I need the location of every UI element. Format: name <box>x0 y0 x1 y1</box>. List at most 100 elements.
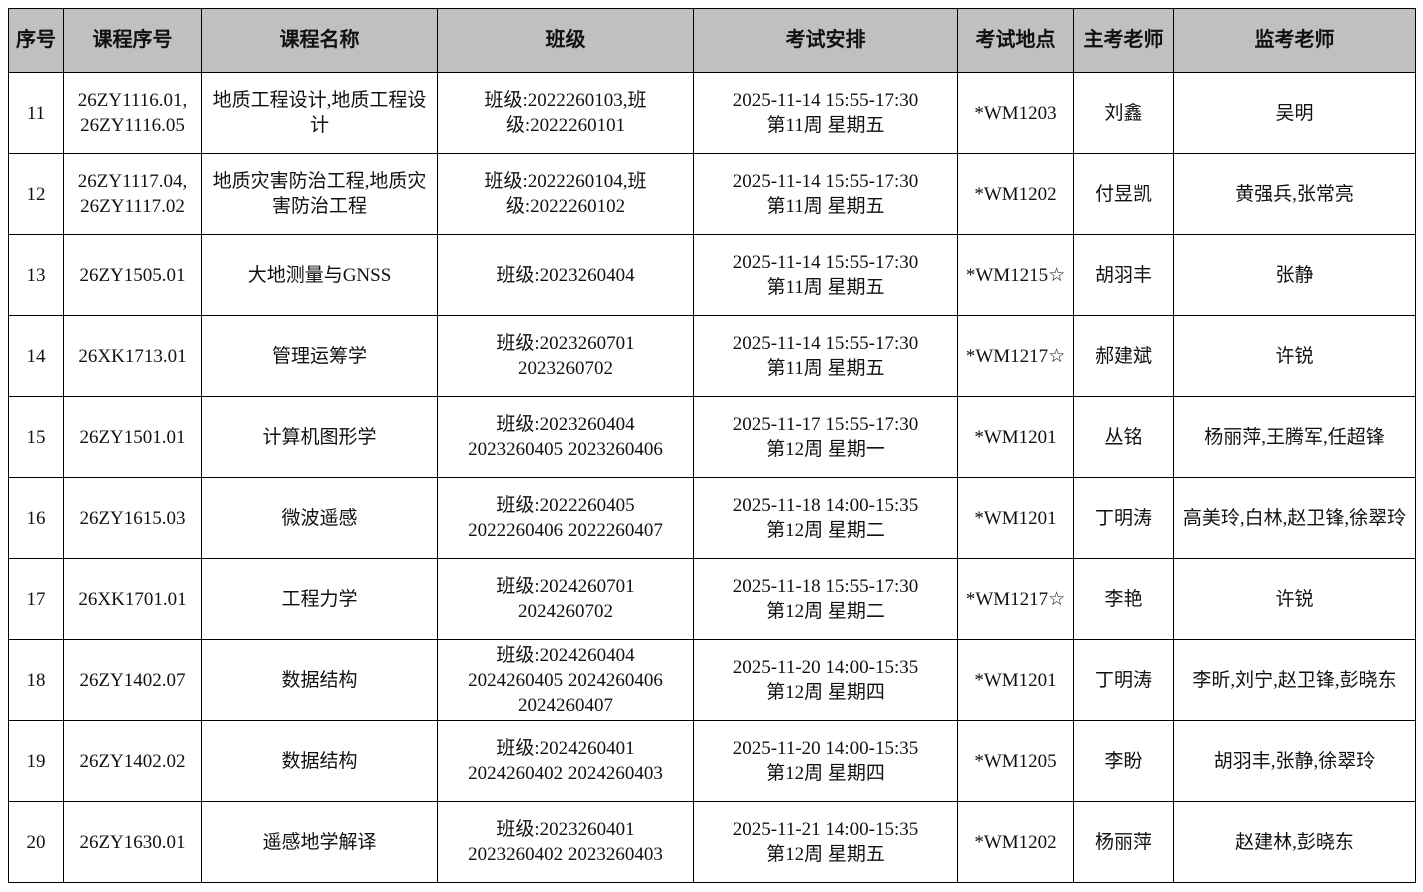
location-cell: *WM1201 <box>957 396 1074 478</box>
examiner-cell: 杨丽萍 <box>1073 801 1174 883</box>
row-number: 20 <box>8 801 64 883</box>
proctors-cell: 吴明 <box>1173 72 1416 154</box>
class-cell: 班级:2022260103,班级:2022260101 <box>437 72 694 154</box>
location-cell: *WM1217☆ <box>957 315 1074 397</box>
location-cell: *WM1202 <box>957 801 1074 883</box>
location-cell: *WM1205 <box>957 720 1074 802</box>
proctors-cell: 赵建林,彭晓东 <box>1173 801 1416 883</box>
table-row: 16 26ZY1615.03 微波遥感 班级:2022260405 202226040… <box>8 477 1416 559</box>
table-row: 14 26XK1713.01 管理运筹学 班级:2023260701 20232607… <box>8 315 1416 397</box>
schedule-cell: 2025-11-14 15:55-17:30 第11周 星期五 <box>693 315 958 397</box>
course-name-cell: 管理运筹学 <box>201 315 438 397</box>
course-id-cell: 26ZY1501.01 <box>63 396 202 478</box>
location-cell: *WM1201 <box>957 477 1074 559</box>
proctors-cell: 黄强兵,张常亮 <box>1173 153 1416 235</box>
header-schedule: 考试安排 <box>693 8 958 73</box>
location-cell: *WM1215☆ <box>957 234 1074 316</box>
class-cell: 班级:2022260405 2022260406 2022260407 <box>437 477 694 559</box>
class-cell: 班级:2023260401 2023260402 2023260403 <box>437 801 694 883</box>
header-row: 序号 课程序号 课程名称 班级 考试安排 考试地点 主考老师 监考老师 <box>8 8 1416 73</box>
examiner-cell: 李盼 <box>1073 720 1174 802</box>
exam-schedule-table: 序号 课程序号 课程名称 班级 考试安排 考试地点 主考老师 监考老师 11 26ZY1116.… <box>8 8 1416 883</box>
course-id-cell: 26ZY1402.02 <box>63 720 202 802</box>
class-cell: 班级:2024260404 2024260405 2024260406 2024… <box>437 639 694 721</box>
schedule-cell: 2025-11-18 15:55-17:30 第12周 星期二 <box>693 558 958 640</box>
course-name-cell: 微波遥感 <box>201 477 438 559</box>
proctors-cell: 杨丽萍,王腾军,任超锋 <box>1173 396 1416 478</box>
row-number: 15 <box>8 396 64 478</box>
proctors-cell: 许锐 <box>1173 315 1416 397</box>
location-cell: *WM1203 <box>957 72 1074 154</box>
header-proctors: 监考老师 <box>1173 8 1416 73</box>
location-cell: *WM1217☆ <box>957 558 1074 640</box>
course-name-cell: 计算机图形学 <box>201 396 438 478</box>
schedule-cell: 2025-11-17 15:55-17:30 第12周 星期一 <box>693 396 958 478</box>
schedule-cell: 2025-11-21 14:00-15:35 第12周 星期五 <box>693 801 958 883</box>
examiner-cell: 丁明涛 <box>1073 639 1174 721</box>
row-number: 14 <box>8 315 64 397</box>
course-id-cell: 26XK1713.01 <box>63 315 202 397</box>
schedule-cell: 2025-11-14 15:55-17:30 第11周 星期五 <box>693 72 958 154</box>
schedule-cell: 2025-11-18 14:00-15:35 第12周 星期二 <box>693 477 958 559</box>
header-class: 班级 <box>437 8 694 73</box>
row-number: 17 <box>8 558 64 640</box>
location-cell: *WM1202 <box>957 153 1074 235</box>
proctors-cell: 张静 <box>1173 234 1416 316</box>
proctors-cell: 李昕,刘宁,赵卫锋,彭晓东 <box>1173 639 1416 721</box>
table-row: 15 26ZY1501.01 计算机图形学 班级:2023260404 2023260… <box>8 396 1416 478</box>
table-row: 13 26ZY1505.01 大地测量与GNSS 班级:2023260404 2025-… <box>8 234 1416 316</box>
examiner-cell: 郝建斌 <box>1073 315 1174 397</box>
examiner-cell: 丛铭 <box>1073 396 1174 478</box>
examiner-cell: 胡羽丰 <box>1073 234 1174 316</box>
course-name-cell: 大地测量与GNSS <box>201 234 438 316</box>
course-id-cell: 26ZY1505.01 <box>63 234 202 316</box>
schedule-cell: 2025-11-20 14:00-15:35 第12周 星期四 <box>693 720 958 802</box>
class-cell: 班级:2022260104,班级:2022260102 <box>437 153 694 235</box>
table-row: 18 26ZY1402.07 数据结构 班级:2024260404 202426040… <box>8 639 1416 721</box>
class-cell: 班级:2024260701 2024260702 <box>437 558 694 640</box>
row-number: 18 <box>8 639 64 721</box>
table-row: 17 26XK1701.01 工程力学 班级:2024260701 202426070… <box>8 558 1416 640</box>
header-course-name: 课程名称 <box>201 8 438 73</box>
table-row: 19 26ZY1402.02 数据结构 班级:2024260401 202426040… <box>8 720 1416 802</box>
header-course-id: 课程序号 <box>63 8 202 73</box>
course-id-cell: 26ZY1630.01 <box>63 801 202 883</box>
schedule-cell: 2025-11-14 15:55-17:30 第11周 星期五 <box>693 153 958 235</box>
table-row: 12 26ZY1117.04, 26ZY1117.02 地质灾害防治工程,地质灾害防… <box>8 153 1416 235</box>
course-name-cell: 工程力学 <box>201 558 438 640</box>
location-cell: *WM1201 <box>957 639 1074 721</box>
course-name-cell: 地质灾害防治工程,地质灾害防治工程 <box>201 153 438 235</box>
examiner-cell: 付昱凯 <box>1073 153 1174 235</box>
row-number: 13 <box>8 234 64 316</box>
row-number: 12 <box>8 153 64 235</box>
course-name-cell: 遥感地学解译 <box>201 801 438 883</box>
row-number: 19 <box>8 720 64 802</box>
proctors-cell: 高美玲,白林,赵卫锋,徐翠玲 <box>1173 477 1416 559</box>
row-number: 11 <box>8 72 64 154</box>
course-id-cell: 26ZY1615.03 <box>63 477 202 559</box>
proctors-cell: 许锐 <box>1173 558 1416 640</box>
schedule-cell: 2025-11-20 14:00-15:35 第12周 星期四 <box>693 639 958 721</box>
course-name-cell: 地质工程设计,地质工程设计 <box>201 72 438 154</box>
table-row: 20 26ZY1630.01 遥感地学解译 班级:2023260401 2023260… <box>8 801 1416 883</box>
class-cell: 班级:2024260401 2024260402 2024260403 <box>437 720 694 802</box>
row-number: 16 <box>8 477 64 559</box>
class-cell: 班级:2023260404 <box>437 234 694 316</box>
course-name-cell: 数据结构 <box>201 720 438 802</box>
course-name-cell: 数据结构 <box>201 639 438 721</box>
examiner-cell: 李艳 <box>1073 558 1174 640</box>
header-location: 考试地点 <box>957 8 1074 73</box>
examiner-cell: 丁明涛 <box>1073 477 1174 559</box>
course-id-cell: 26ZY1402.07 <box>63 639 202 721</box>
header-no: 序号 <box>8 8 64 73</box>
proctors-cell: 胡羽丰,张静,徐翠玲 <box>1173 720 1416 802</box>
class-cell: 班级:2023260404 2023260405 2023260406 <box>437 396 694 478</box>
course-id-cell: 26XK1701.01 <box>63 558 202 640</box>
examiner-cell: 刘鑫 <box>1073 72 1174 154</box>
course-id-cell: 26ZY1117.04, 26ZY1117.02 <box>63 153 202 235</box>
schedule-cell: 2025-11-14 15:55-17:30 第11周 星期五 <box>693 234 958 316</box>
table-row: 11 26ZY1116.01, 26ZY1116.05 地质工程设计,地质工程设计班… <box>8 72 1416 154</box>
course-id-cell: 26ZY1116.01, 26ZY1116.05 <box>63 72 202 154</box>
header-examiner: 主考老师 <box>1073 8 1174 73</box>
class-cell: 班级:2023260701 2023260702 <box>437 315 694 397</box>
